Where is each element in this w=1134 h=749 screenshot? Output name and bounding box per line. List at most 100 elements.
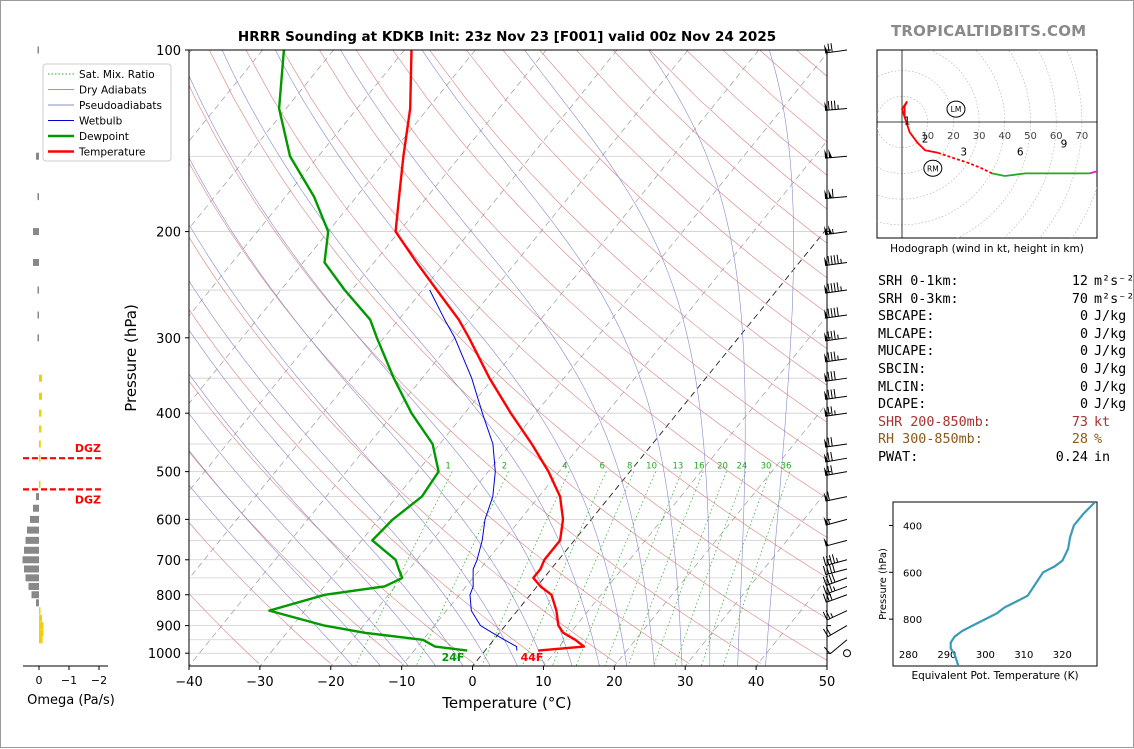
- x-tick-label: −30: [246, 675, 273, 690]
- theta-e-frame: [893, 502, 1097, 666]
- legend-label: Temperature: [78, 147, 146, 159]
- barb-full: [828, 331, 829, 340]
- index-value: 12: [1006, 273, 1088, 291]
- barb-full: [828, 352, 829, 361]
- dry-adiabat: [246, 50, 904, 664]
- mixing-ratio-label: 10: [646, 462, 657, 472]
- barb-full: [831, 371, 832, 380]
- index-label: SRH 0-1km:: [878, 273, 1006, 291]
- mixing-ratio-line: [522, 472, 606, 666]
- x-tick-label: 30: [677, 675, 694, 690]
- barb-full: [832, 189, 833, 198]
- omega-bar: [36, 493, 39, 500]
- barb-full: [831, 331, 832, 340]
- pseudoadiabat: [766, 50, 794, 666]
- barb-full: [831, 101, 832, 110]
- pseudoadiabat: [525, 50, 710, 666]
- barb-half: [833, 229, 834, 233]
- index-label: MLCAPE:: [878, 326, 1006, 344]
- index-value: 0: [1006, 326, 1088, 344]
- pseudoadiabat: [222, 50, 599, 666]
- omega-bar: [26, 537, 40, 544]
- omega-bar: [32, 591, 40, 598]
- barb-full: [834, 101, 835, 110]
- hodograph-ring-label: 40: [998, 131, 1011, 142]
- barb-full: [829, 575, 832, 583]
- index-value: 0: [1006, 396, 1088, 414]
- barb-flag: [824, 190, 828, 199]
- barb-flag: [824, 390, 828, 399]
- barb-full: [837, 282, 838, 291]
- barb-full: [828, 101, 829, 110]
- mixing-ratio-label: 30: [761, 462, 772, 472]
- wind-barb: [824, 149, 847, 158]
- index-value: 0: [1006, 343, 1088, 361]
- index-label: MLCIN:: [878, 379, 1006, 397]
- barb-flag: [824, 332, 828, 341]
- hodograph-height-label: 6: [1017, 146, 1024, 158]
- index-value: 0: [1006, 379, 1088, 397]
- wind-barb: [824, 43, 847, 53]
- isotherm: [260, 50, 759, 666]
- dry-adiabat: [209, 50, 832, 664]
- omega-bar: [30, 516, 39, 523]
- y-tick-label: 400: [156, 407, 181, 422]
- barb-shaft: [825, 197, 847, 199]
- index-label: SRH 0-3km:: [878, 291, 1006, 309]
- y-tick-label: 900: [156, 620, 181, 635]
- x-tick-label: −10: [388, 675, 415, 690]
- index-label: SBCIN:: [878, 361, 1006, 379]
- calm-circle: [844, 650, 851, 657]
- barb-flag: [823, 516, 828, 525]
- mixing-ratio-label: 24: [736, 462, 747, 472]
- skewt-frame: [189, 50, 827, 666]
- omega-bar: [38, 193, 40, 200]
- pseudoadiabat: [649, 50, 746, 666]
- barb-full: [829, 564, 831, 573]
- barb-full: [828, 284, 829, 293]
- x-tick-label: 10: [535, 675, 552, 690]
- wind-barb: [824, 189, 847, 199]
- barb-half: [838, 335, 839, 339]
- x-tick-label: 0: [468, 675, 476, 690]
- omega-tick-label: −2: [91, 674, 107, 687]
- x-tick-label: −40: [175, 675, 202, 690]
- mixing-ratio-label: 13: [672, 462, 683, 472]
- index-row: RH 300-850mb:28%: [878, 431, 1134, 449]
- barb-flag: [824, 101, 828, 110]
- chart-title: HRRR Sounding at KDKB Init: 23z Nov 23 […: [238, 29, 776, 45]
- index-unit: in: [1088, 449, 1110, 467]
- barb-flag: [824, 149, 828, 158]
- y-tick-label: 500: [156, 466, 181, 481]
- barb-flag: [824, 438, 828, 447]
- barb-full: [832, 574, 835, 582]
- index-label: SHR 200-850mb:: [878, 414, 1006, 432]
- barb-shaft: [825, 108, 847, 110]
- barb-full: [837, 307, 838, 316]
- omega-bar: [39, 636, 43, 643]
- barb-full: [823, 557, 825, 566]
- hodograph-ring-label: 30: [973, 131, 986, 142]
- index-value: 28: [1006, 431, 1088, 449]
- barb-full: [823, 612, 827, 620]
- barb-full: [828, 44, 829, 53]
- barb-full: [831, 406, 832, 415]
- dry-adiabat: [136, 50, 689, 664]
- x-tick-label: 40: [748, 675, 765, 690]
- x-tick-label: 50: [819, 675, 836, 690]
- omega-bar: [23, 556, 40, 563]
- mixing-ratio-line: [605, 472, 682, 666]
- barb-full: [832, 554, 834, 563]
- omega-bar: [39, 622, 44, 629]
- barb-full: [834, 255, 835, 264]
- theta-e-y-label: Pressure (hPa): [878, 548, 889, 620]
- barb-full: [834, 308, 835, 317]
- barb-flag: [824, 372, 828, 381]
- omega-bar: [38, 334, 40, 341]
- barb-full: [831, 256, 832, 265]
- omega-bar: [24, 547, 39, 554]
- barb-flag: [824, 407, 828, 416]
